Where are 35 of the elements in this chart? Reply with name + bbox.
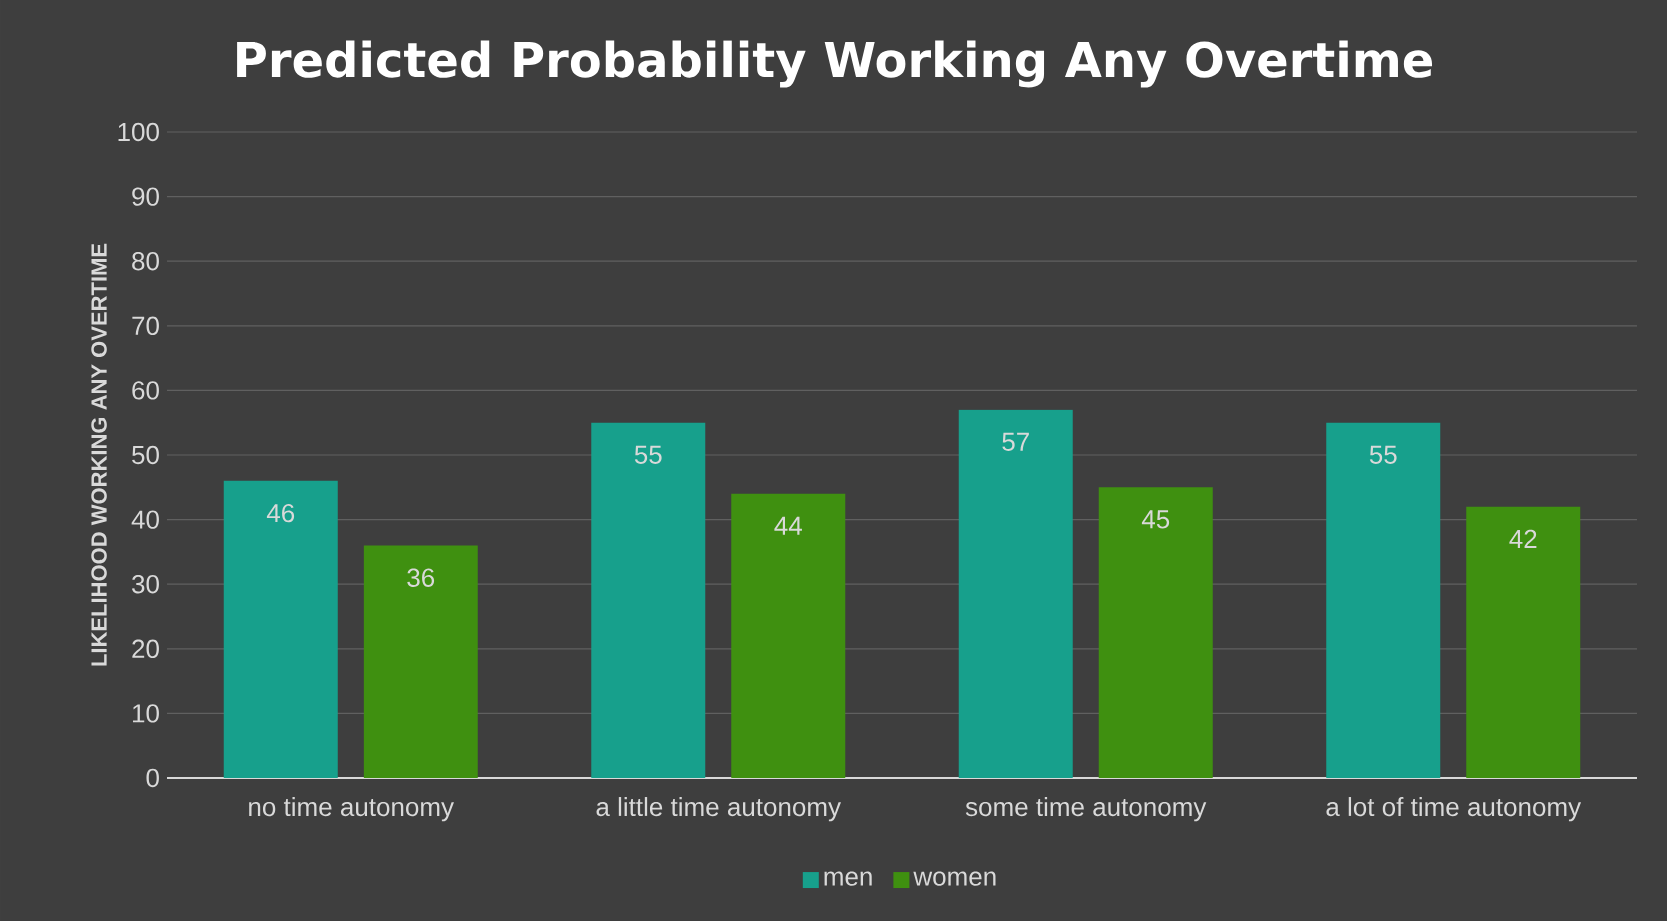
y-tick-label: 20 [132,639,159,658]
bar [591,422,706,778]
bar [1098,487,1213,778]
data-label: 45 [1141,510,1170,529]
bar [958,409,1073,778]
y-tick-label: 90 [132,187,159,206]
bar [363,545,478,778]
bar [1466,506,1581,778]
y-tick-label: 70 [132,316,159,335]
x-tick-label: no time autonomy [249,797,454,822]
y-tick-label: 0 [146,768,159,788]
data-label: 42 [1509,529,1537,548]
x-tick-label: some time autonomy [965,797,1207,822]
x-tick-label: a little time autonomy [596,797,841,822]
data-label: 57 [1002,432,1029,451]
y-axis-title: LIKELIHOOD WORKING ANY OVERTIME [91,243,107,666]
bar [1326,422,1441,778]
x-tick-label: a lot of time autonomy [1326,797,1582,822]
y-tick-label: 10 [133,704,159,723]
data-label: 44 [774,516,802,535]
y-tick-label: 100 [118,122,159,142]
legend-label: men [824,871,872,886]
bar [731,493,846,778]
y-tick-label: 30 [132,574,159,594]
bar [223,480,338,778]
y-tick-label: 60 [132,381,159,400]
y-tick-label: 80 [132,251,159,271]
data-label: 36 [407,568,435,587]
data-label: 46 [266,503,295,523]
y-tick-label: 40 [131,510,159,529]
chart-title: Predicted Probability Working Any Overtime [237,40,1433,88]
y-tick-label: 50 [132,445,159,465]
data-label: 55 [1369,445,1397,464]
legend-label: women [913,871,996,886]
data-label: 55 [634,445,662,464]
